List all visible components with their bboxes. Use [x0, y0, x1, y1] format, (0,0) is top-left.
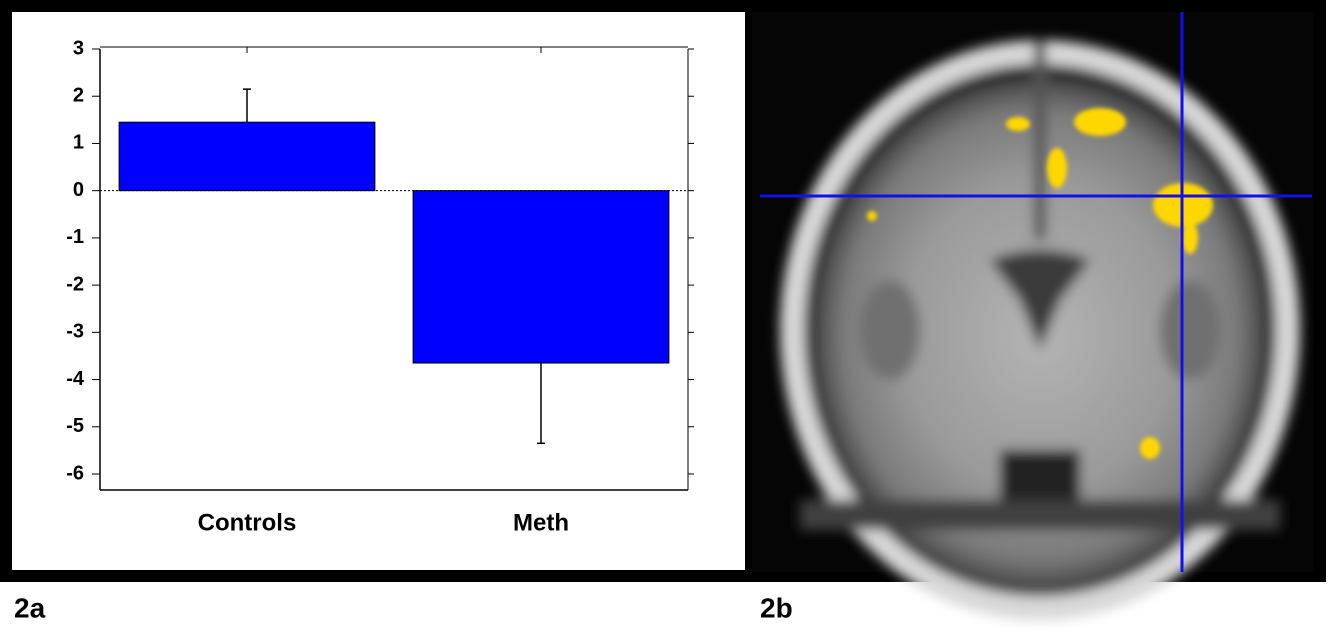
y-tick-label: 3	[73, 37, 84, 59]
figure: 2a 2b -6 -5 -4 -3 -2 -1 0 1 2 3 Controls Meth	[0, 0, 1334, 631]
y-tick-label: -3	[66, 321, 84, 343]
y-tick-label: -1	[66, 226, 84, 248]
panel-label: 2a	[14, 592, 46, 623]
y-tick-label: 1	[73, 132, 84, 154]
y-tick-label: -5	[66, 415, 84, 437]
x-tick-label: Meth	[513, 509, 569, 536]
y-tick-label: 0	[73, 179, 84, 201]
y-tick-label: -4	[66, 368, 85, 390]
panel-label: 2b	[760, 592, 793, 623]
brain-image	[752, 12, 1314, 620]
x-tick-label: Controls	[198, 509, 297, 536]
bar	[119, 122, 375, 190]
y-tick-label: -6	[66, 462, 84, 484]
y-tick-label: 2	[73, 85, 84, 107]
y-tick-label: -2	[66, 273, 84, 295]
bar	[413, 191, 669, 363]
page: 2a 2b -6-5-4-3-2-10123ControlsMeth (() =…	[0, 0, 1334, 636]
